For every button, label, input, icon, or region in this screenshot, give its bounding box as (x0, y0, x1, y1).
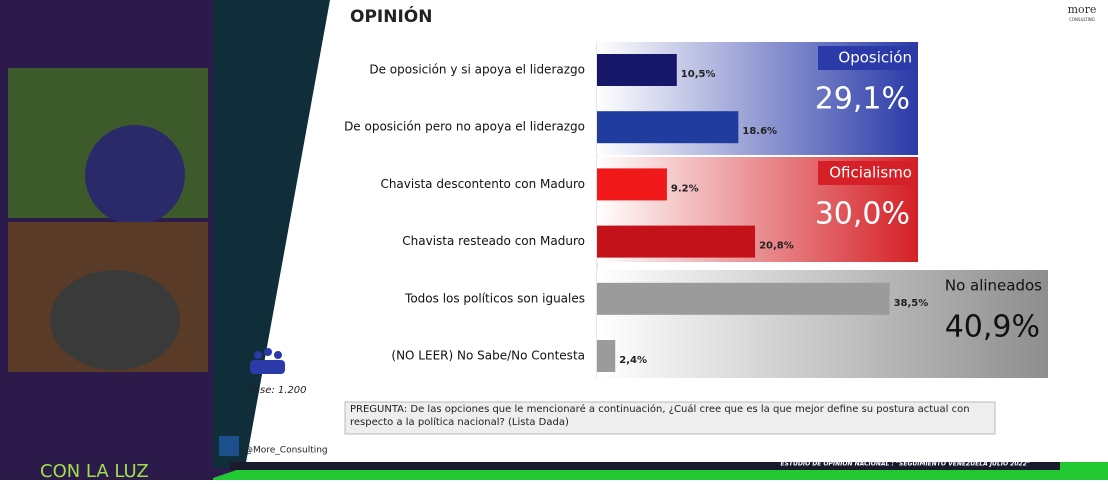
twitter-icon (219, 436, 239, 456)
group-name: No alineados (945, 277, 1042, 295)
footer-band (230, 462, 1060, 470)
question-box (344, 401, 996, 435)
base-icon (250, 348, 285, 374)
category-label: De oposición y si apoya el liderazgo (369, 63, 585, 77)
bar (597, 282, 890, 315)
value-label: 20,8% (759, 241, 794, 252)
bar (597, 54, 677, 86)
value-label: 10,5% (681, 69, 716, 80)
group-total: 40,9% (945, 310, 1040, 345)
person-1 (85, 125, 185, 225)
value-label: 9.2% (671, 183, 699, 194)
category-label: Chavista resteado con Maduro (402, 234, 585, 248)
category-label: Chavista descontento con Maduro (380, 177, 585, 191)
footer: ESTUDIO DE OPINIÓN NACIONAL : "SEGUIMIEN… (780, 461, 1030, 468)
group-name-bg (818, 46, 918, 70)
logo-sub: CONSULTING (1069, 17, 1095, 22)
logo: more (1068, 3, 1097, 16)
group-name-bg (818, 161, 918, 185)
group-total: 29,1% (815, 82, 910, 117)
bar (597, 168, 667, 201)
slide-band (213, 0, 330, 468)
bar (597, 225, 756, 258)
category-label: Todos los políticos son iguales (404, 291, 585, 305)
value-label: 38,5% (894, 298, 929, 309)
group-name: Oficialismo (829, 164, 912, 182)
chart-title: OPINIÓN (350, 5, 432, 27)
bar (597, 111, 739, 144)
group-total: 30,0% (815, 197, 910, 232)
question-wrap: PREGUNTA: De las opciones que le mencion… (350, 404, 970, 428)
bar (597, 340, 616, 372)
show-title: CON LA LUZ (40, 461, 149, 480)
question: PREGUNTA: De las opciones que le mencion… (350, 404, 970, 428)
group-name: Oposición (838, 49, 912, 67)
person-2 (50, 270, 180, 370)
category-label: (NO LEER) No Sabe/No Contesta (391, 349, 585, 363)
value-label: 2,4% (619, 355, 647, 366)
twitter: @More_Consulting (244, 446, 328, 456)
category-label: De oposición pero no apoya el liderazgo (344, 120, 585, 134)
value-label: 18.6% (742, 126, 777, 137)
base: Base: 1.200 (247, 385, 307, 396)
